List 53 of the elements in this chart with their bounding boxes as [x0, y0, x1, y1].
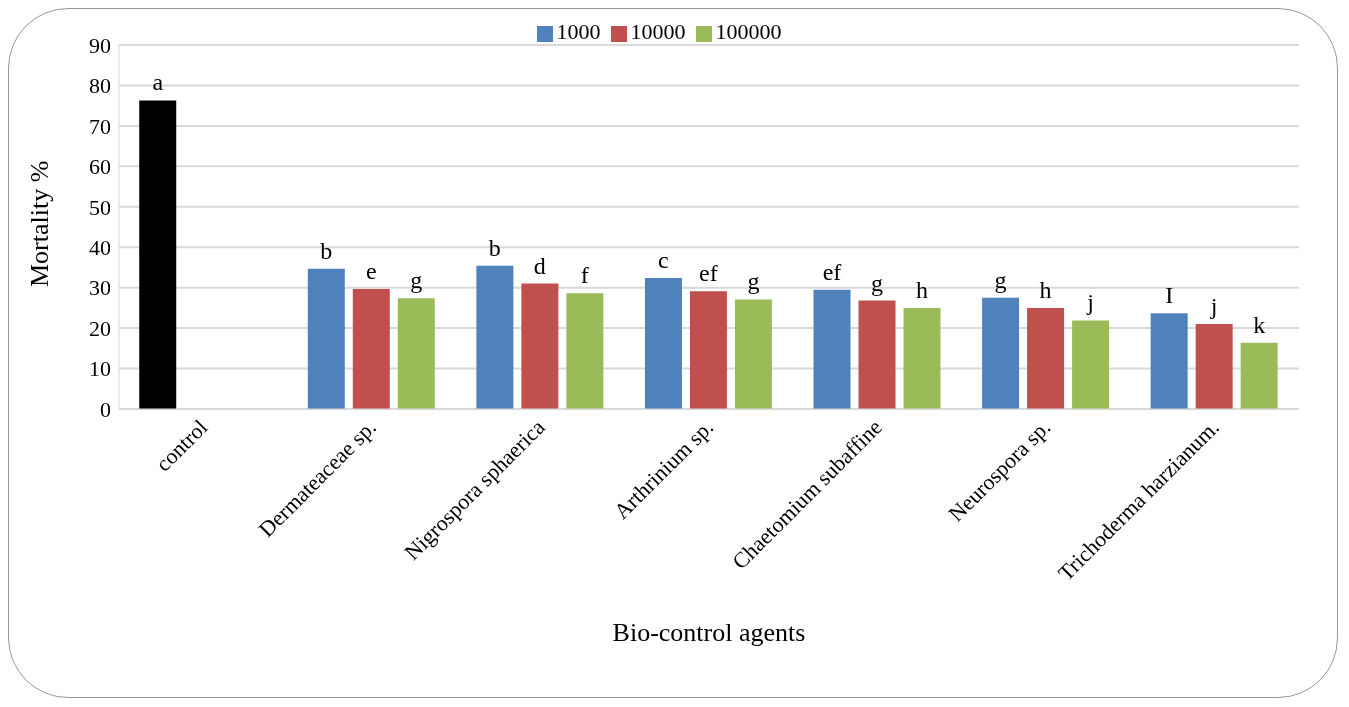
bar [1072, 320, 1110, 409]
data-label: h [1039, 276, 1052, 303]
y-tick-label: 50 [89, 194, 111, 220]
legend-label: 10000 [630, 19, 686, 44]
y-tick-label: 80 [89, 73, 111, 99]
data-label: d [533, 252, 546, 279]
bar [476, 265, 514, 409]
y-tick-label: 30 [89, 275, 111, 301]
bar [307, 268, 345, 409]
data-label: g [871, 269, 884, 296]
data-label: e [365, 257, 377, 284]
bar [566, 293, 604, 409]
data-label: ef [822, 258, 842, 285]
y-tick-label: 40 [89, 235, 111, 261]
bar [521, 283, 559, 409]
legend-label: 100000 [715, 19, 782, 44]
data-label: g [410, 267, 423, 294]
bar [139, 100, 177, 409]
data-label: f [580, 262, 589, 289]
bar [1195, 324, 1233, 409]
bar [644, 277, 682, 409]
bar [352, 288, 390, 409]
data-label: I [1165, 282, 1174, 309]
bar [1150, 313, 1188, 409]
data-label: ef [699, 260, 718, 287]
data-label: c [658, 246, 669, 273]
data-label: k [1253, 311, 1266, 338]
data-label: b [488, 234, 501, 261]
data-label: j [1086, 289, 1094, 316]
bar [1027, 307, 1065, 409]
data-label: g [747, 268, 760, 295]
data-label: g [994, 266, 1007, 293]
y-tick-label: 10 [89, 356, 111, 382]
data-label: a [152, 69, 164, 96]
y-tick-label: 70 [89, 113, 111, 139]
bar [813, 289, 851, 409]
y-tick-label: 90 [89, 32, 111, 58]
y-tick-label: 20 [89, 315, 111, 341]
data-label: j [1209, 293, 1218, 320]
y-axis-title: Mortality % [25, 160, 55, 287]
y-tick-label: 60 [89, 154, 111, 180]
bar [397, 298, 435, 409]
bar [982, 297, 1020, 409]
y-tick-label: 0 [100, 396, 111, 422]
bar [689, 291, 727, 409]
bar [858, 300, 896, 409]
legend-label: 1000 [556, 19, 601, 44]
bar [903, 307, 941, 409]
data-label: b [320, 237, 333, 264]
x-axis-title: Bio-control agents [612, 618, 806, 647]
bar [1240, 342, 1278, 409]
data-label: h [916, 276, 929, 303]
bar [734, 299, 772, 409]
